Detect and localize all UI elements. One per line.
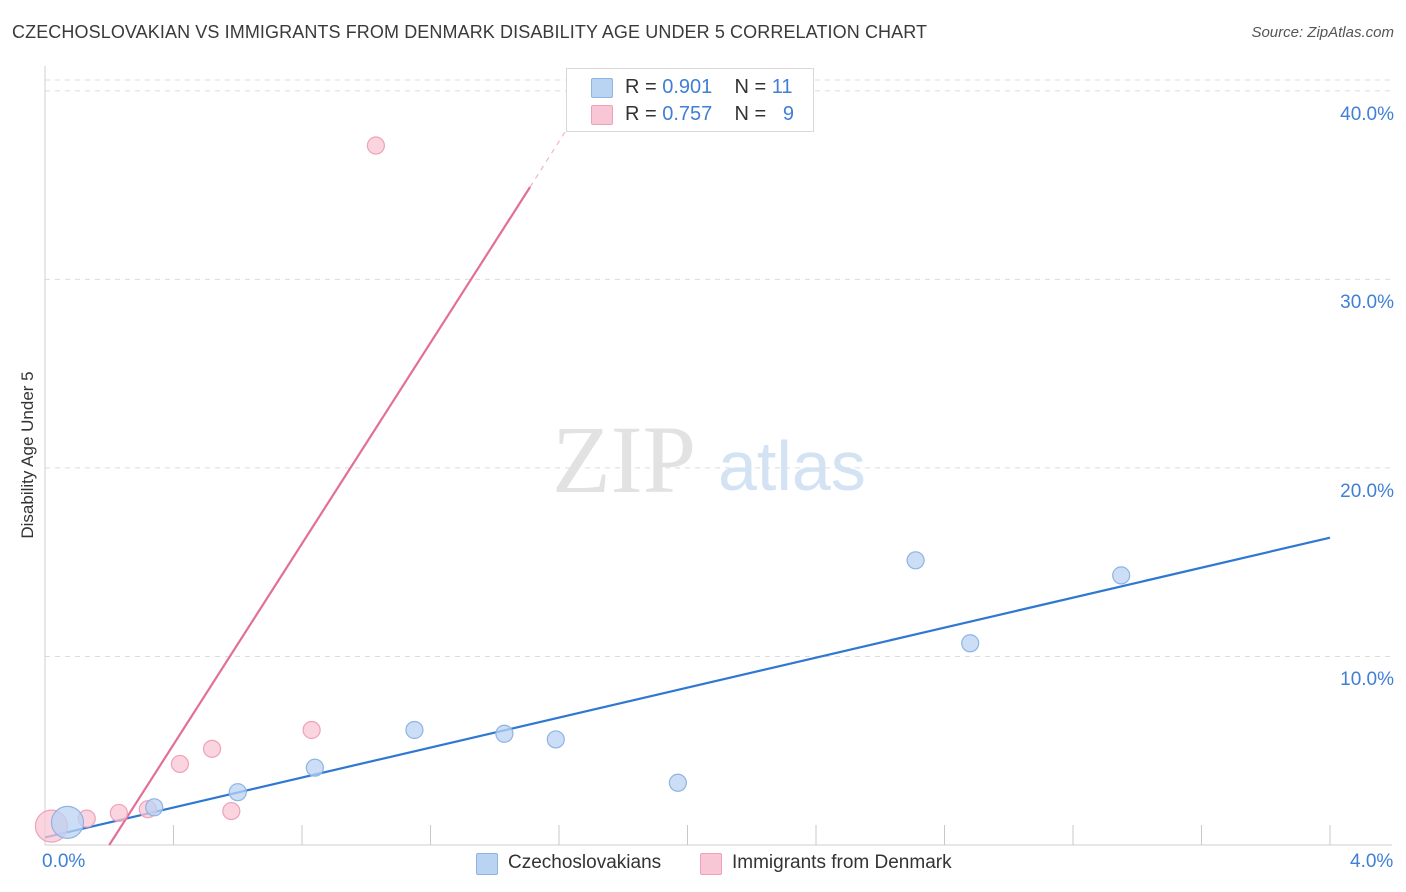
source-label: Source: ZipAtlas.com bbox=[1251, 24, 1394, 41]
point-czechoslovakians bbox=[405, 720, 424, 740]
point-czechoslovakians bbox=[906, 551, 925, 570]
watermark-atlas: atlas bbox=[718, 427, 866, 505]
legend-n-value: 9 bbox=[782, 103, 795, 125]
point-immigrants-denmark bbox=[170, 754, 190, 774]
point-czechoslovakians bbox=[50, 805, 85, 839]
series-swatch-pink bbox=[700, 853, 722, 875]
legend-row-text: R = 0.757 N = 9 bbox=[625, 103, 794, 126]
x-tick-label-min: 0.0% bbox=[42, 851, 86, 872]
legend-n-value: 11 bbox=[771, 76, 793, 98]
legend-r-value: 0.901 bbox=[662, 76, 713, 98]
y-tick-label: 30.0% bbox=[1340, 292, 1394, 314]
point-immigrants-denmark bbox=[302, 720, 321, 740]
chart-title: CZECHOSLOVAKIAN VS IMMIGRANTS FROM DENMA… bbox=[12, 22, 928, 42]
point-czechoslovakians bbox=[495, 724, 514, 743]
points-layer bbox=[34, 136, 1131, 843]
point-immigrants-denmark bbox=[222, 801, 241, 821]
watermark: ZIP atlas bbox=[552, 406, 866, 513]
trendline-immigrants-denmark bbox=[108, 186, 532, 846]
legend-swatch-blue bbox=[591, 78, 613, 98]
series-label: Immigrants from Denmark bbox=[732, 852, 952, 873]
y-tick-label: 20.0% bbox=[1340, 480, 1394, 502]
series-label: Czechoslovakians bbox=[508, 852, 662, 873]
point-czechoslovakians bbox=[145, 798, 164, 817]
point-czechoslovakians bbox=[668, 773, 687, 792]
legend-row-text: R = 0.901 N = 11 bbox=[625, 76, 793, 99]
point-czechoslovakians bbox=[1112, 566, 1131, 585]
legend-n-label: N = bbox=[734, 103, 772, 125]
point-immigrants-denmark bbox=[366, 136, 385, 155]
y-tick-label: 40.0% bbox=[1340, 103, 1394, 125]
trendline-czechoslovakians bbox=[44, 536, 1331, 839]
x-tick-label-max: 4.0% bbox=[1350, 851, 1394, 872]
legend-r-value: 0.757 bbox=[662, 103, 713, 125]
point-czechoslovakians bbox=[546, 730, 565, 749]
point-immigrants-denmark bbox=[109, 803, 128, 823]
legend-n-label: N = bbox=[734, 76, 772, 98]
watermark-zip: ZIP bbox=[552, 406, 696, 513]
point-czechoslovakians bbox=[961, 634, 980, 653]
y-tick-label: 10.0% bbox=[1340, 669, 1394, 691]
correlation-legend: R = 0.901 N = 11 R = 0.757 N = 9 bbox=[566, 68, 814, 132]
legend-r-label: R = bbox=[625, 103, 663, 125]
grid-layer bbox=[44, 66, 1392, 846]
point-czechoslovakians bbox=[228, 783, 247, 802]
series-swatch-blue bbox=[476, 853, 498, 875]
point-czechoslovakians bbox=[305, 758, 324, 777]
point-immigrants-denmark bbox=[202, 739, 222, 758]
legend-swatch-pink bbox=[591, 105, 613, 125]
legend-r-label: R = bbox=[625, 76, 663, 98]
